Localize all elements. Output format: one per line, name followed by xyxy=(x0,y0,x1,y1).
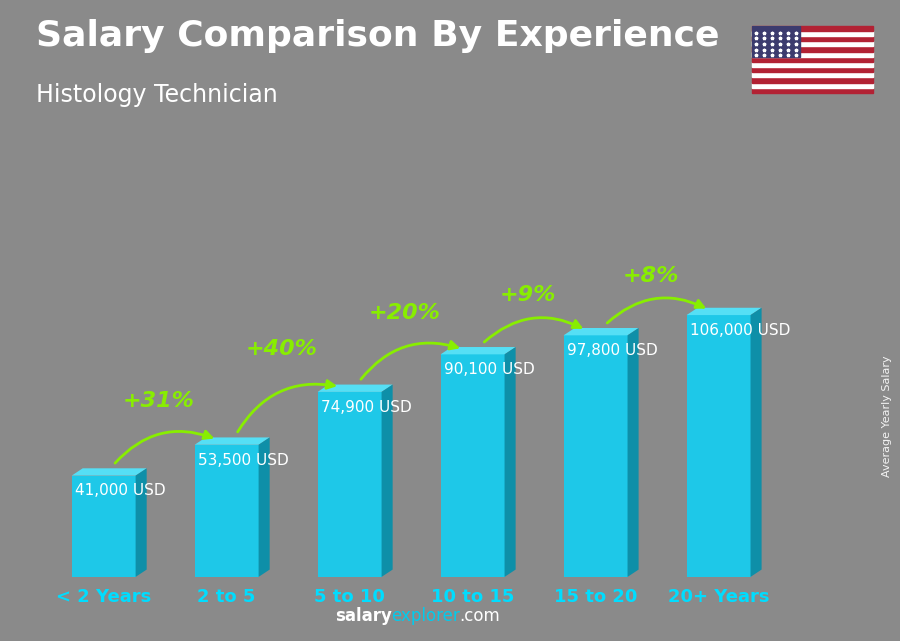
Text: +8%: +8% xyxy=(623,266,680,287)
Polygon shape xyxy=(194,437,270,445)
Bar xyxy=(752,88,873,93)
Polygon shape xyxy=(563,335,627,577)
Polygon shape xyxy=(563,328,639,335)
Text: .com: .com xyxy=(459,607,500,625)
Polygon shape xyxy=(627,328,639,577)
Polygon shape xyxy=(505,347,516,577)
Text: 106,000 USD: 106,000 USD xyxy=(690,323,790,338)
Bar xyxy=(752,72,873,78)
Bar xyxy=(752,56,873,62)
Polygon shape xyxy=(751,308,761,577)
Bar xyxy=(752,36,873,41)
Polygon shape xyxy=(318,385,392,392)
Polygon shape xyxy=(318,392,382,577)
Polygon shape xyxy=(258,437,270,577)
Text: salary: salary xyxy=(335,607,392,625)
Text: 41,000 USD: 41,000 USD xyxy=(76,483,166,499)
Text: 74,900 USD: 74,900 USD xyxy=(321,400,412,415)
Text: 97,800 USD: 97,800 USD xyxy=(567,343,658,358)
Bar xyxy=(752,78,873,83)
Polygon shape xyxy=(441,347,516,354)
Text: +9%: +9% xyxy=(500,285,556,305)
Text: explorer: explorer xyxy=(392,607,460,625)
Bar xyxy=(752,26,873,31)
Bar xyxy=(752,51,873,56)
Text: Histology Technician: Histology Technician xyxy=(36,83,278,107)
Polygon shape xyxy=(441,354,505,577)
Bar xyxy=(752,26,800,56)
Text: 90,100 USD: 90,100 USD xyxy=(445,362,535,377)
Text: 53,500 USD: 53,500 USD xyxy=(198,453,289,468)
Bar xyxy=(752,67,873,72)
Polygon shape xyxy=(72,469,147,476)
Polygon shape xyxy=(382,385,392,577)
Bar xyxy=(752,46,873,51)
Bar xyxy=(752,31,873,36)
Text: Salary Comparison By Experience: Salary Comparison By Experience xyxy=(36,19,719,53)
Bar xyxy=(752,62,873,67)
Bar xyxy=(752,83,873,88)
Polygon shape xyxy=(687,315,751,577)
Polygon shape xyxy=(136,469,147,577)
Polygon shape xyxy=(72,476,136,577)
Polygon shape xyxy=(687,308,761,315)
Text: +20%: +20% xyxy=(369,303,441,323)
Text: +40%: +40% xyxy=(246,339,318,359)
Polygon shape xyxy=(194,445,258,577)
Text: +31%: +31% xyxy=(123,391,195,411)
Text: Average Yearly Salary: Average Yearly Salary xyxy=(881,356,892,478)
Bar xyxy=(752,41,873,46)
